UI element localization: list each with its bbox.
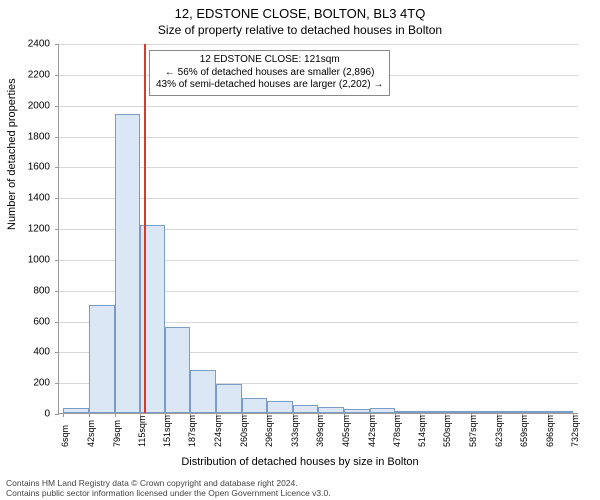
annotation-box: 12 EDSTONE CLOSE: 121sqm ← 56% of detach… xyxy=(149,50,390,96)
y-tick-label: 1800 xyxy=(0,131,50,142)
histogram-bar xyxy=(242,398,267,413)
histogram-bar xyxy=(370,408,395,413)
x-tick-label: 696sqm xyxy=(545,415,555,447)
histogram-bar xyxy=(548,411,573,413)
y-tick-mark xyxy=(55,44,59,45)
y-tick-mark xyxy=(55,75,59,76)
footer-line-1: Contains HM Land Registry data © Crown c… xyxy=(6,478,331,488)
histogram-bar xyxy=(471,411,496,413)
histogram-bar xyxy=(89,305,115,413)
plot-area: 6sqm42sqm79sqm115sqm151sqm187sqm224sqm26… xyxy=(58,44,578,414)
histogram-bar xyxy=(115,114,140,413)
x-tick-label: 623sqm xyxy=(494,415,504,447)
x-tick-label: 442sqm xyxy=(367,415,377,447)
histogram-bar xyxy=(293,405,318,413)
x-tick-label: 369sqm xyxy=(315,415,325,447)
x-tick-label: 296sqm xyxy=(264,415,274,447)
y-tick-mark xyxy=(55,137,59,138)
x-tick-label: 187sqm xyxy=(187,415,197,447)
y-tick-label: 1400 xyxy=(0,193,50,204)
x-tick-label: 6sqm xyxy=(60,425,70,447)
y-tick-label: 2000 xyxy=(0,100,50,111)
x-tick-mark xyxy=(89,413,90,417)
x-tick-label: 42sqm xyxy=(86,420,96,447)
x-tick-label: 260sqm xyxy=(239,415,249,447)
histogram-bar xyxy=(216,384,241,413)
histogram-bar xyxy=(63,408,88,413)
x-tick-label: 151sqm xyxy=(162,415,172,447)
x-axis-label: Distribution of detached houses by size … xyxy=(0,456,600,468)
x-tick-label: 659sqm xyxy=(519,415,529,447)
histogram-bar xyxy=(267,401,293,413)
x-tick-label: 115sqm xyxy=(137,416,147,447)
x-tick-label: 514sqm xyxy=(417,415,427,447)
y-tick-label: 1200 xyxy=(0,224,50,235)
histogram-bar xyxy=(522,411,548,413)
x-tick-label: 550sqm xyxy=(442,415,452,447)
y-tick-label: 400 xyxy=(0,347,50,358)
histogram-bar xyxy=(395,411,420,413)
page-subtitle: Size of property relative to detached ho… xyxy=(0,21,600,41)
y-tick-mark xyxy=(55,198,59,199)
x-tick-label: 478sqm xyxy=(392,415,402,447)
y-tick-label: 800 xyxy=(0,285,50,296)
y-tick-label: 600 xyxy=(0,316,50,327)
x-tick-mark xyxy=(63,413,64,417)
histogram-bar xyxy=(420,411,445,413)
gridline xyxy=(59,106,578,107)
x-tick-label: 333sqm xyxy=(290,415,300,447)
y-tick-mark xyxy=(55,229,59,230)
histogram-bar xyxy=(318,407,343,413)
footer-attribution: Contains HM Land Registry data © Crown c… xyxy=(6,478,331,498)
y-tick-label: 1000 xyxy=(0,254,50,265)
y-tick-mark xyxy=(55,106,59,107)
histogram-bar xyxy=(344,409,370,413)
y-tick-label: 0 xyxy=(0,409,50,420)
annotation-line-3: 43% of semi-detached houses are larger (… xyxy=(156,79,383,92)
gridline xyxy=(59,44,578,45)
y-tick-mark xyxy=(55,352,59,353)
y-tick-mark xyxy=(55,383,59,384)
histogram-bar xyxy=(190,370,216,413)
reference-line xyxy=(144,44,146,413)
x-tick-mark xyxy=(115,413,116,417)
x-tick-label: 732sqm xyxy=(570,415,580,447)
x-tick-label: 224sqm xyxy=(213,415,223,447)
y-tick-mark xyxy=(55,322,59,323)
y-tick-mark xyxy=(55,260,59,261)
x-tick-label: 587sqm xyxy=(468,415,478,447)
page-title: 12, EDSTONE CLOSE, BOLTON, BL3 4TQ xyxy=(0,0,600,21)
x-tick-label: 79sqm xyxy=(112,420,122,447)
x-tick-label: 405sqm xyxy=(341,415,351,447)
y-tick-mark xyxy=(55,167,59,168)
annotation-line-2: ← 56% of detached houses are smaller (2,… xyxy=(156,67,383,80)
footer-line-2: Contains public sector information licen… xyxy=(6,488,331,498)
histogram-bar xyxy=(445,411,471,413)
histogram-bar xyxy=(497,411,522,413)
y-tick-label: 1600 xyxy=(0,162,50,173)
y-tick-label: 2200 xyxy=(0,69,50,80)
y-tick-label: 2400 xyxy=(0,39,50,50)
y-tick-mark xyxy=(55,414,59,415)
y-tick-mark xyxy=(55,291,59,292)
annotation-line-1: 12 EDSTONE CLOSE: 121sqm xyxy=(156,54,383,67)
y-tick-label: 200 xyxy=(0,378,50,389)
histogram-bar xyxy=(165,327,190,413)
chart-container: 12, EDSTONE CLOSE, BOLTON, BL3 4TQ Size … xyxy=(0,0,600,500)
